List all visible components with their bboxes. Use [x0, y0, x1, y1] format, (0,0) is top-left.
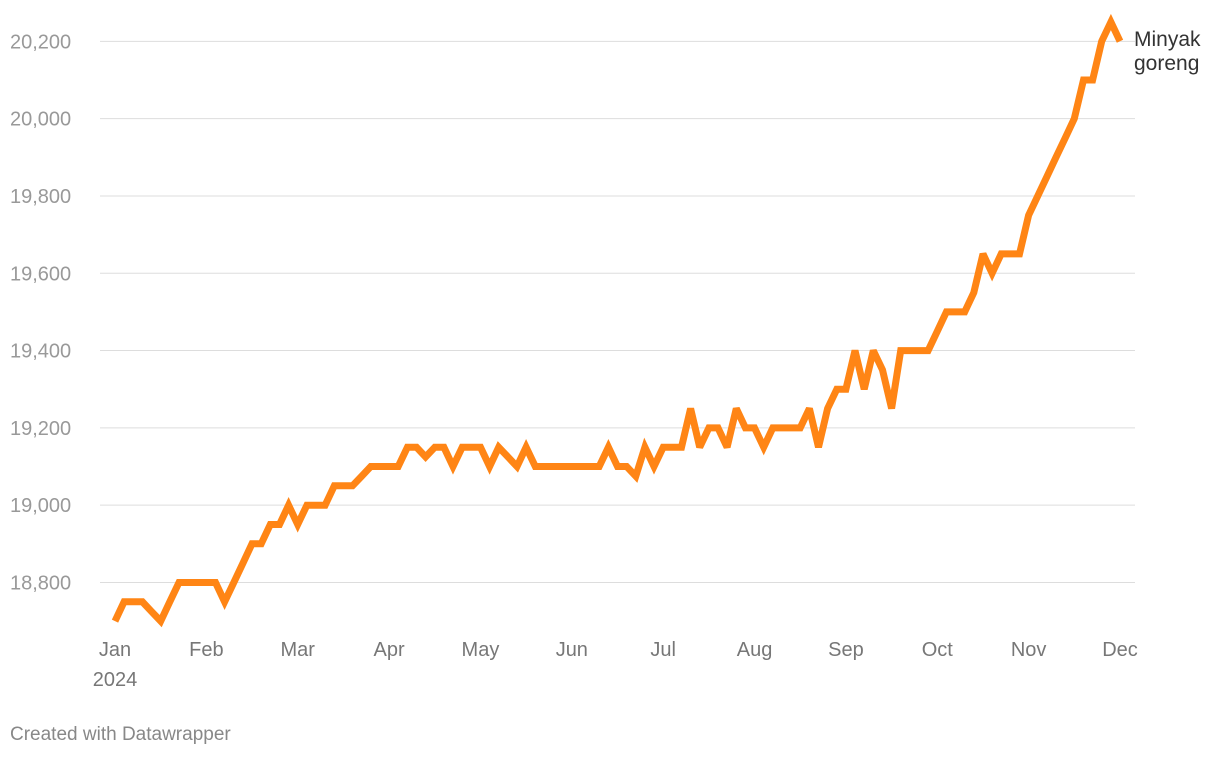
x-tick-label: Oct: [922, 639, 954, 661]
x-tick-label: Aug: [737, 639, 773, 661]
x-tick-label: Jan: [99, 639, 131, 661]
y-tick-label: 20,000: [10, 109, 71, 131]
x-tick-label: Dec: [1102, 639, 1138, 661]
y-tick-label: 19,600: [10, 263, 71, 285]
x-tick-label: Apr: [374, 639, 405, 661]
y-tick-label: 19,400: [10, 341, 71, 363]
line: [111, 13, 1124, 628]
x-tick-label: Jun: [556, 639, 588, 661]
footer: Created with Datawrapper: [10, 724, 231, 745]
x-tick-label: Nov: [1011, 639, 1047, 661]
series-label: Minyak goreng: [1134, 28, 1201, 75]
y-tick-label: 20,200: [10, 31, 71, 53]
x-tick-label: May: [462, 639, 500, 661]
x-tick-label: Jul: [650, 639, 676, 661]
x-tick-label: Feb: [189, 639, 223, 661]
y-tick-label: 19,200: [10, 418, 71, 440]
y-tick-label: 19,800: [10, 186, 71, 208]
x-tick-label: Sep: [828, 639, 864, 661]
x-tick-label: Mar: [281, 639, 316, 661]
x-year-label: 2024: [93, 669, 138, 691]
y-tick-label: 19,000: [10, 495, 71, 517]
y-tick-label: 18,800: [10, 572, 71, 594]
